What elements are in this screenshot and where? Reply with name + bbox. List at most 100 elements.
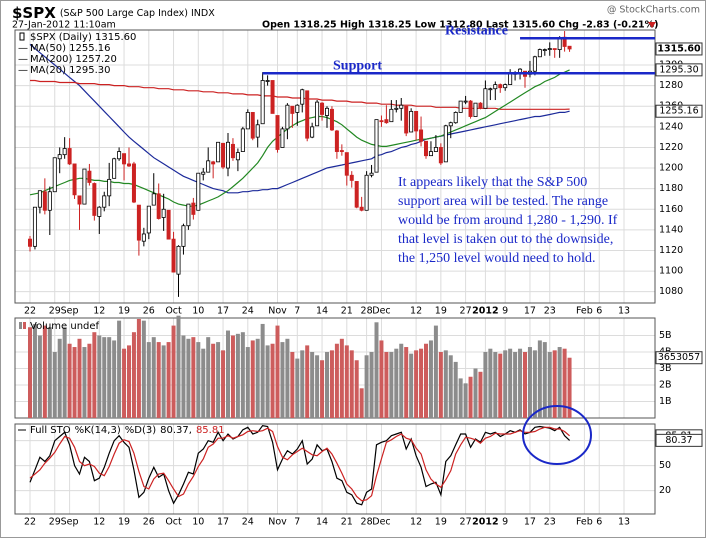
y-tick-label: 3B xyxy=(659,363,672,374)
candle-body xyxy=(542,49,547,52)
x-tick-label: 26 xyxy=(143,517,155,528)
x-tick-label: 19 xyxy=(118,306,130,317)
x-tick-label: Oct xyxy=(165,517,182,528)
x-tick-label: 12 xyxy=(410,517,422,528)
y-tick-label: 1080 xyxy=(659,286,683,297)
volume-bar xyxy=(122,348,127,418)
candle-body xyxy=(151,193,156,206)
x-tick-label: 13 xyxy=(618,517,630,528)
volume-bar xyxy=(532,350,537,418)
y-tick-label: 1B xyxy=(659,396,672,407)
price-tag-label: 1315.60 xyxy=(657,43,701,54)
x-tick-label: 6 xyxy=(596,517,602,528)
volume-bar xyxy=(438,351,443,418)
volume-bar xyxy=(354,360,359,418)
volume-bar xyxy=(196,342,201,418)
note-line: It appears likely that the S&P 500 xyxy=(398,175,587,190)
candle-body xyxy=(97,206,102,217)
x-tick-label: 17 xyxy=(524,517,536,528)
volume-bar xyxy=(542,342,547,418)
volume-bar xyxy=(97,335,102,418)
candle-body xyxy=(82,168,87,205)
candle-body xyxy=(67,148,72,165)
volume-bar xyxy=(448,355,453,418)
volume-bar xyxy=(216,342,221,418)
candle-body xyxy=(493,84,498,90)
candle-body xyxy=(443,125,448,163)
candle-body xyxy=(438,147,443,164)
volume-bar xyxy=(463,383,468,418)
header-title: $SPX (S&P 500 Large Cap Index) INDX xyxy=(12,4,215,22)
legend-label: MA(20) 1295.30 xyxy=(30,65,111,76)
candle-body xyxy=(196,172,201,211)
volume-bar xyxy=(37,335,42,418)
volume-bar xyxy=(87,343,92,418)
y-tick-label: 1120 xyxy=(659,245,683,256)
candle-body xyxy=(37,190,42,208)
x-tick-label: 13 xyxy=(618,306,630,317)
candle-body xyxy=(102,195,107,208)
volume-bar xyxy=(265,345,270,418)
volume-bar xyxy=(201,348,206,418)
y-tick-label: 2B xyxy=(659,379,672,390)
x-tick-label: 22 xyxy=(24,306,36,317)
price-tag-label: 80.37 xyxy=(665,435,692,446)
note-line: support area will be tested. The range xyxy=(398,194,608,209)
candle-body xyxy=(186,203,191,227)
volume-bar xyxy=(419,348,424,418)
quote: Open 1318.25 High 1318.25 Low 1312.80 La… xyxy=(262,20,659,31)
volume-bar xyxy=(562,348,567,418)
level-label: Resistance xyxy=(445,23,508,38)
volume-bar xyxy=(424,343,428,418)
candle-body xyxy=(498,84,503,89)
price-tag-box xyxy=(655,433,703,447)
legend-icon xyxy=(19,32,25,41)
candle-body xyxy=(166,209,171,240)
volume-bar xyxy=(374,322,379,418)
candle-body xyxy=(488,88,493,91)
volume-bar xyxy=(478,371,483,418)
price-tag-box xyxy=(655,63,703,77)
candle-body xyxy=(32,206,37,247)
x-tick-label: 9 xyxy=(502,517,508,528)
x-tick-label: 9 xyxy=(502,306,508,317)
candle-body xyxy=(394,107,399,110)
volume-bar xyxy=(32,323,37,418)
candle-body xyxy=(27,238,32,247)
volume-bar xyxy=(468,376,473,418)
candle-body xyxy=(334,130,339,152)
candle-body xyxy=(72,163,77,196)
volume-bar xyxy=(295,358,300,418)
volume-bar xyxy=(270,343,275,418)
volume-bar xyxy=(537,340,542,418)
volume-bar xyxy=(235,333,240,418)
volume-bar xyxy=(359,388,364,418)
candle-body xyxy=(339,150,344,152)
volume-bar xyxy=(245,347,250,418)
candle-body xyxy=(414,110,419,132)
volume-bar xyxy=(67,343,72,418)
x-tick-label: 29 xyxy=(49,306,61,317)
x-tick-label: Oct xyxy=(165,306,182,317)
x-tick-label: 10 xyxy=(192,517,204,528)
candle-body xyxy=(42,191,47,211)
candle-body xyxy=(47,191,52,211)
candle-body xyxy=(265,80,270,82)
volume-bar xyxy=(117,320,122,418)
candle-body xyxy=(146,205,151,234)
volume-bar xyxy=(379,340,384,418)
candle-body xyxy=(354,181,359,208)
x-tick-label: 28 xyxy=(361,306,373,317)
volume-bar xyxy=(473,368,478,418)
x-tick-label: 19 xyxy=(118,517,130,528)
candle-body xyxy=(389,108,394,123)
candle-body xyxy=(374,119,379,173)
volume-bar xyxy=(186,338,191,418)
volume-bar xyxy=(136,318,141,418)
candle-body xyxy=(453,112,458,124)
x-tick-label: 23 xyxy=(544,517,556,528)
volume-bar xyxy=(344,345,349,418)
volume-bar xyxy=(127,345,131,418)
x-tick-label: 14 xyxy=(316,306,328,317)
symbol: $SPX xyxy=(12,4,56,22)
